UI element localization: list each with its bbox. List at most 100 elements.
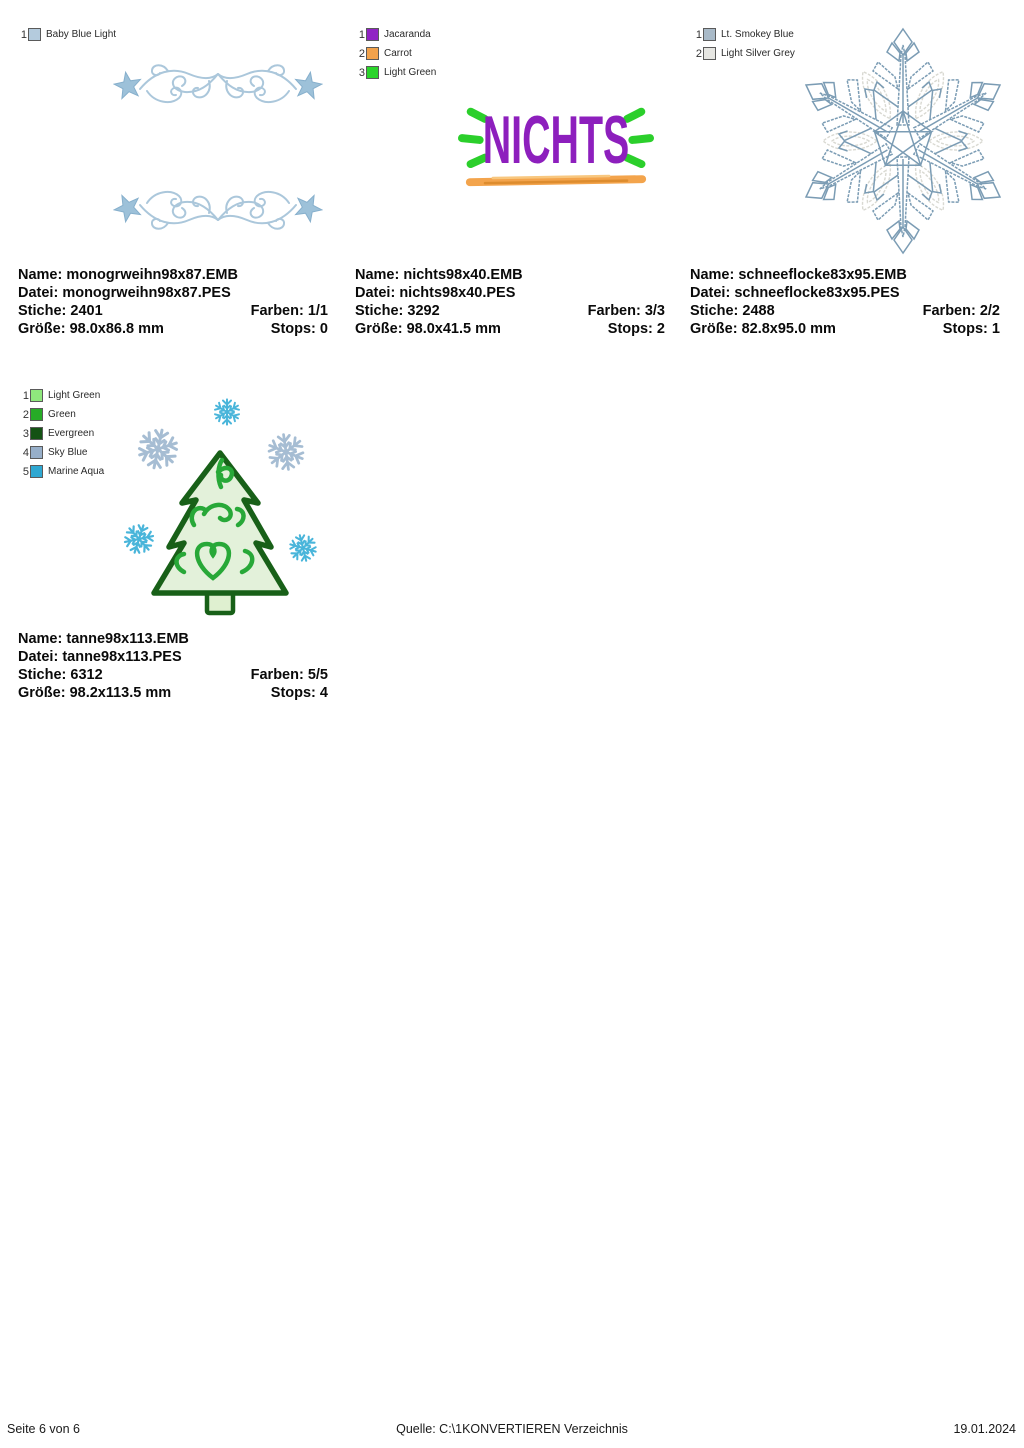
color-swatch xyxy=(30,427,43,440)
design3-metadata: Name: schneeflocke83x95.EMB Datei: schne… xyxy=(690,266,1000,338)
page-footer: Seite 6 von 6 Quelle: C:\1KONVERTIEREN V… xyxy=(0,1422,1024,1442)
meta-name: Name: nichts98x40.EMB xyxy=(355,266,665,284)
name-value: monogrweihn98x87.EMB xyxy=(66,267,238,283)
stitches: Stiche: 2488 xyxy=(690,303,775,319)
meta-stitches-colors: Stiche: 6312 Farben: 5/5 xyxy=(18,666,328,684)
name-value: tanne98x113.EMB xyxy=(66,631,189,647)
color-swatch xyxy=(30,446,43,459)
design4-metadata: Name: tanne98x113.EMB Datei: tanne98x113… xyxy=(18,630,328,702)
meta-file: Datei: schneeflocke83x95.PES xyxy=(690,284,1000,302)
color-number: 2 xyxy=(695,47,702,60)
design2-metadata: Name: nichts98x40.EMB Datei: nichts98x40… xyxy=(355,266,665,338)
legend-row: 1 Jacaranda xyxy=(354,25,436,44)
nichts-text: NICHTS xyxy=(483,103,630,178)
meta-file: Datei: tanne98x113.PES xyxy=(18,648,328,666)
meta-stitches-colors: Stiche: 2488 Farben: 2/2 xyxy=(690,302,1000,320)
design1-metadata: Name: monogrweihn98x87.EMB Datei: monogr… xyxy=(18,266,328,338)
color-name: Light Silver Grey xyxy=(721,48,795,59)
meta-stitches-colors: Stiche: 3292 Farben: 3/3 xyxy=(355,302,665,320)
legend-row: 2 Green xyxy=(18,405,104,424)
legend-row: 5 Marine Aqua xyxy=(18,462,104,481)
color-swatch xyxy=(366,47,379,60)
color-swatch xyxy=(30,408,43,421)
stitches: Stiche: 2401 xyxy=(18,303,103,319)
color-name: Marine Aqua xyxy=(48,466,105,477)
stitches: Stiche: 3292 xyxy=(355,303,440,319)
color-number: 1 xyxy=(358,28,365,41)
color-name: Evergreen xyxy=(48,428,95,439)
legend-row: 1 Light Green xyxy=(18,386,104,405)
page-number: Seite 6 von 6 xyxy=(7,1422,80,1436)
file-label: Datei: xyxy=(355,285,396,301)
color-number: 1 xyxy=(695,28,702,41)
name-value: nichts98x40.EMB xyxy=(403,267,523,283)
design2-color-legend: 1 Jacaranda 2 Carrot 3 Light Green xyxy=(354,25,436,82)
meta-size-stops: Größe: 98.2x113.5 mm Stops: 4 xyxy=(18,684,328,702)
legend-row: 2 Light Silver Grey xyxy=(691,44,795,63)
colors-count: Farben: 3/3 xyxy=(587,303,665,319)
color-name: Jacaranda xyxy=(384,29,431,40)
color-swatch xyxy=(703,28,716,41)
name-label: Name: xyxy=(18,267,63,283)
colors-count: Farben: 2/2 xyxy=(922,303,1000,319)
legend-row: 1 Lt. Smokey Blue xyxy=(691,25,795,44)
color-name: Green xyxy=(48,409,76,420)
nichts-lettering-art: NICHTS xyxy=(457,103,655,187)
monogram-frame-art xyxy=(113,57,323,237)
color-number: 1 xyxy=(22,389,29,402)
colors-count: Farben: 5/5 xyxy=(250,667,328,683)
stops: Stops: 0 xyxy=(270,321,328,337)
color-name: Light Green xyxy=(384,67,437,78)
meta-stitches-colors: Stiche: 2401 Farben: 1/1 xyxy=(18,302,328,320)
meta-name: Name: tanne98x113.EMB xyxy=(18,630,328,648)
stops: Stops: 2 xyxy=(607,321,665,337)
meta-size-stops: Größe: 98.0x41.5 mm Stops: 2 xyxy=(355,320,665,338)
snowflake-art xyxy=(790,28,1016,254)
print-date: 19.01.2024 xyxy=(953,1422,1016,1436)
color-swatch xyxy=(366,66,379,79)
color-number: 2 xyxy=(358,47,365,60)
meta-file: Datei: nichts98x40.PES xyxy=(355,284,665,302)
size: Größe: 98.2x113.5 mm xyxy=(18,685,172,701)
color-number: 4 xyxy=(22,446,29,459)
meta-file: Datei: monogrweihn98x87.PES xyxy=(18,284,328,302)
stops: Stops: 1 xyxy=(942,321,1000,337)
color-name: Light Green xyxy=(48,390,101,401)
color-swatch xyxy=(366,28,379,41)
color-name: Baby Blue Light xyxy=(46,29,117,40)
color-name: Carrot xyxy=(384,48,412,59)
file-value: nichts98x40.PES xyxy=(399,285,516,301)
color-name: Lt. Smokey Blue xyxy=(721,29,794,40)
name-label: Name: xyxy=(18,631,63,647)
meta-name: Name: schneeflocke83x95.EMB xyxy=(690,266,1000,284)
color-number: 3 xyxy=(22,427,29,440)
legend-row: 3 Light Green xyxy=(354,63,436,82)
meta-size-stops: Größe: 82.8x95.0 mm Stops: 1 xyxy=(690,320,1000,338)
color-swatch xyxy=(28,28,41,41)
design3-color-legend: 1 Lt. Smokey Blue 2 Light Silver Grey xyxy=(691,25,795,63)
file-value: tanne98x113.PES xyxy=(62,649,182,665)
color-number: 3 xyxy=(358,66,365,79)
legend-row: 2 Carrot xyxy=(354,44,436,63)
legend-row: 1 Baby Blue Light xyxy=(16,25,116,44)
color-number: 1 xyxy=(20,28,27,41)
stops: Stops: 4 xyxy=(270,685,328,701)
name-label: Name: xyxy=(690,267,735,283)
color-swatch xyxy=(703,47,716,60)
design1-color-legend: 1 Baby Blue Light xyxy=(16,25,116,44)
christmas-tree-art xyxy=(118,392,343,616)
file-label: Datei: xyxy=(18,649,59,665)
name-value: schneeflocke83x95.EMB xyxy=(738,267,907,283)
design4-color-legend: 1 Light Green 2 Green 3 Evergreen 4 Sky … xyxy=(18,386,104,481)
file-label: Datei: xyxy=(18,285,59,301)
name-label: Name: xyxy=(355,267,400,283)
file-value: schneeflocke83x95.PES xyxy=(734,285,900,301)
color-swatch xyxy=(30,465,43,478)
colors-count: Farben: 1/1 xyxy=(250,303,328,319)
size: Größe: 98.0x86.8 mm xyxy=(18,321,164,337)
color-name: Sky Blue xyxy=(48,447,88,458)
meta-name: Name: monogrweihn98x87.EMB xyxy=(18,266,328,284)
file-value: monogrweihn98x87.PES xyxy=(62,285,231,301)
color-number: 2 xyxy=(22,408,29,421)
